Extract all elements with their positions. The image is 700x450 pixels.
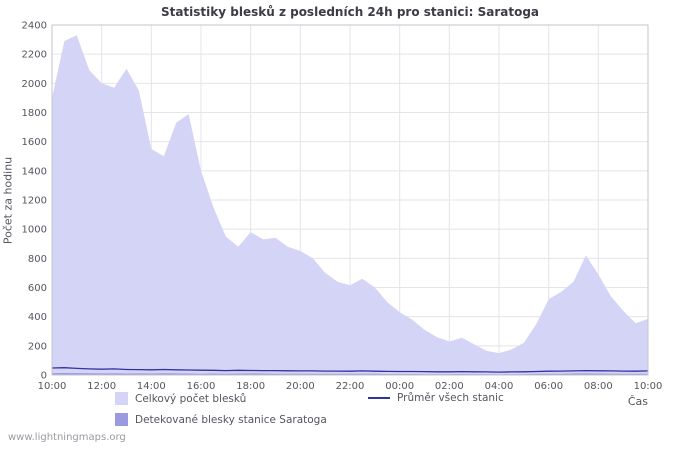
svg-text:02:00: 02:00 xyxy=(435,381,464,392)
svg-text:22:00: 22:00 xyxy=(336,381,365,392)
svg-text:16:00: 16:00 xyxy=(187,381,216,392)
svg-text:1200: 1200 xyxy=(22,196,47,207)
svg-text:2200: 2200 xyxy=(22,50,47,61)
svg-text:2000: 2000 xyxy=(22,79,47,90)
legend-swatch-average-line xyxy=(368,397,390,399)
svg-text:2400: 2400 xyxy=(22,21,47,32)
svg-text:0: 0 xyxy=(41,371,47,382)
svg-text:1800: 1800 xyxy=(22,108,47,119)
svg-text:10:00: 10:00 xyxy=(38,381,67,392)
svg-text:04:00: 04:00 xyxy=(485,381,514,392)
chart-title: Statistiky blesků z posledních 24h pro s… xyxy=(160,5,540,19)
svg-text:08:00: 08:00 xyxy=(584,381,613,392)
legend-swatch-station-area xyxy=(115,413,128,426)
svg-text:1000: 1000 xyxy=(22,225,47,236)
svg-text:00:00: 00:00 xyxy=(385,381,414,392)
svg-text:10:00: 10:00 xyxy=(634,381,663,392)
svg-text:06:00: 06:00 xyxy=(534,381,563,392)
svg-text:20:00: 20:00 xyxy=(286,381,315,392)
legend-item-average: Průměr všech stanic xyxy=(368,392,504,404)
svg-text:200: 200 xyxy=(28,341,47,352)
svg-text:400: 400 xyxy=(28,312,47,323)
svg-text:1600: 1600 xyxy=(22,137,47,148)
watermark-text: www.lightningmaps.org xyxy=(8,432,126,443)
svg-text:1400: 1400 xyxy=(22,166,47,177)
svg-text:14:00: 14:00 xyxy=(137,381,166,392)
svg-text:600: 600 xyxy=(28,283,47,294)
svg-text:800: 800 xyxy=(28,254,47,265)
svg-text:12:00: 12:00 xyxy=(87,381,116,392)
legend-item-station: Detekované blesky stanice Saratoga xyxy=(115,413,327,426)
x-axis-label: Čas xyxy=(627,395,648,408)
legend-label-average: Průměr všech stanic xyxy=(397,392,504,404)
legend-item-total: Celkový počet blesků xyxy=(115,392,246,405)
legend-swatch-total-area xyxy=(115,392,128,405)
legend-label-station: Detekované blesky stanice Saratoga xyxy=(135,413,327,426)
legend-label-total: Celkový počet blesků xyxy=(135,392,247,405)
svg-text:18:00: 18:00 xyxy=(236,381,265,392)
